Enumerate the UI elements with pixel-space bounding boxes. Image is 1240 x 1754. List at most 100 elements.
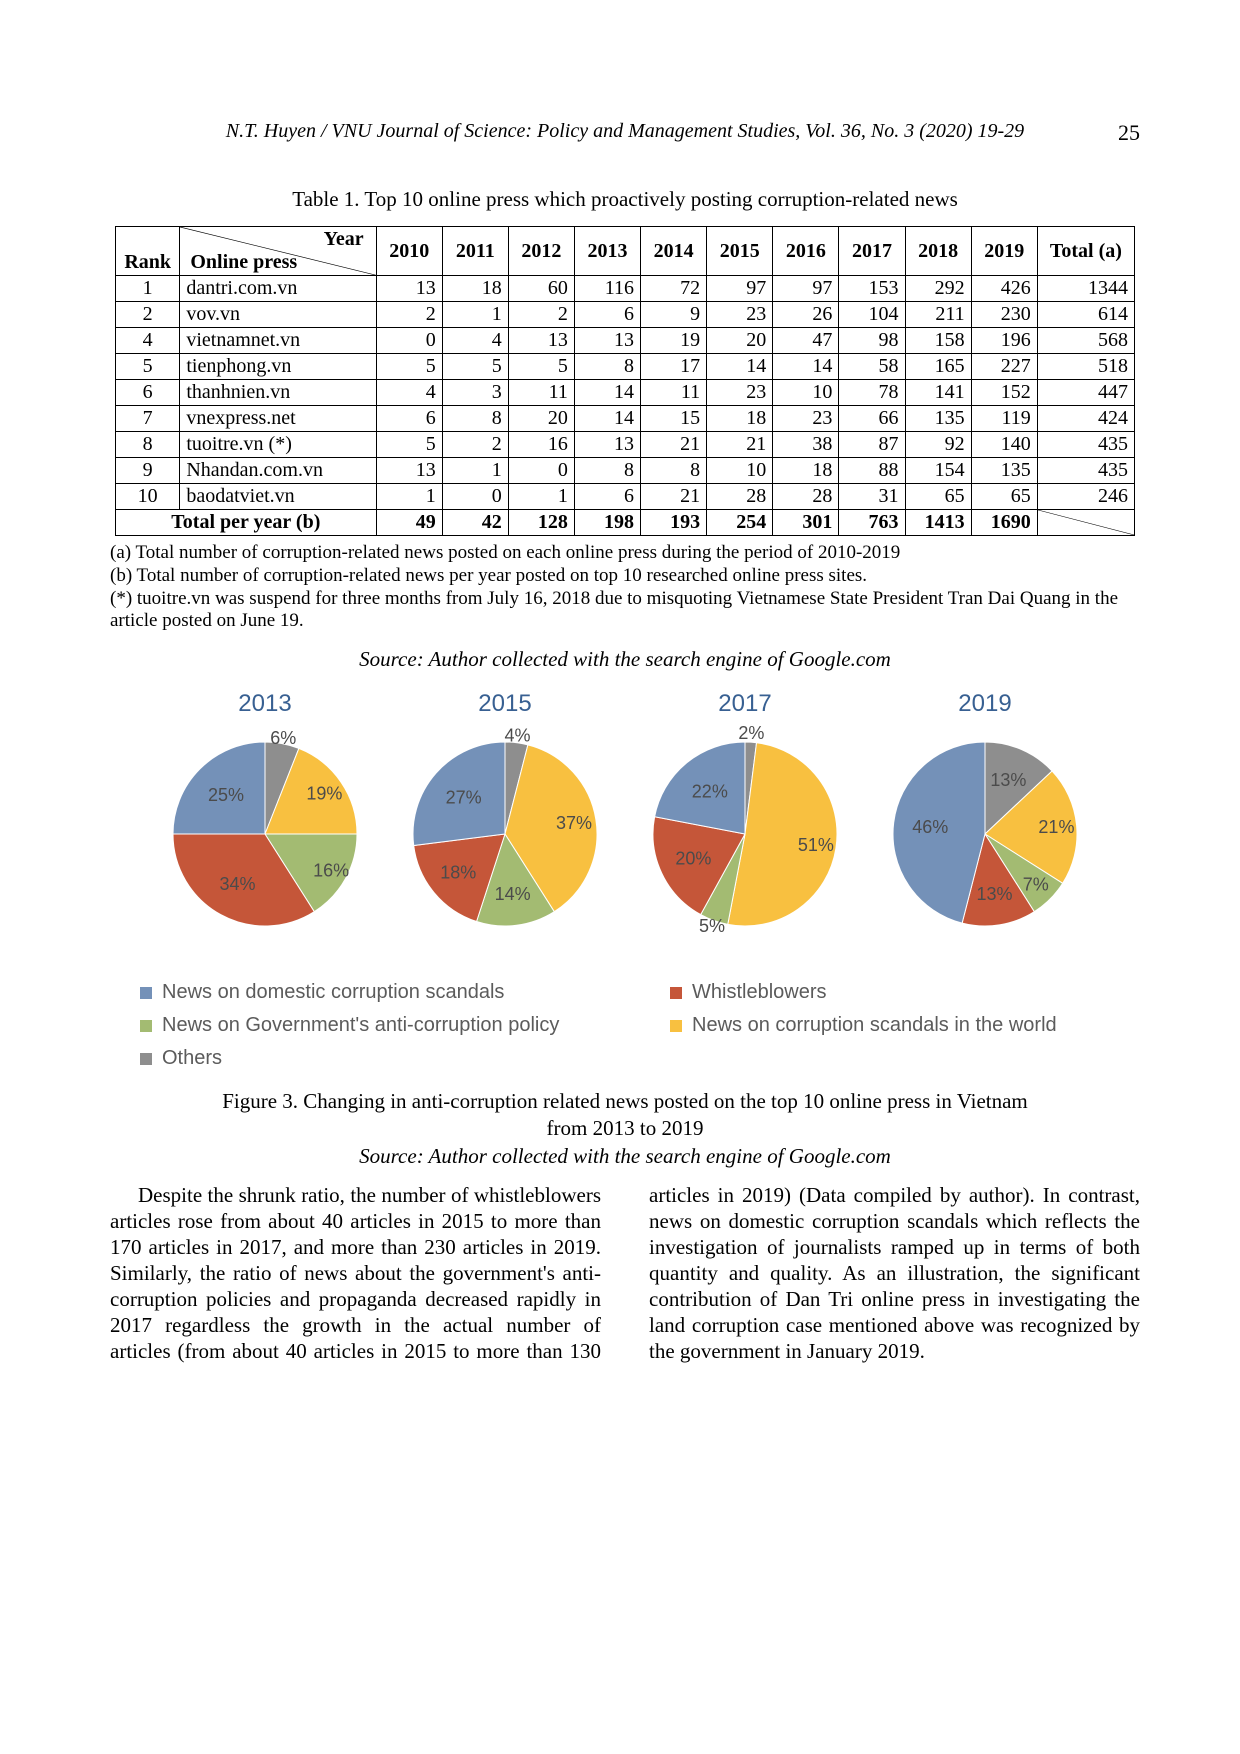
- col-2013: 2013: [574, 227, 640, 276]
- cell-value: 154: [905, 458, 971, 484]
- cell-value: 2: [442, 432, 508, 458]
- col-2016: 2016: [773, 227, 839, 276]
- pie-slice-label: 22%: [692, 782, 728, 802]
- col-2010: 2010: [376, 227, 442, 276]
- table-row: 5tienphong.vn555817141458165227518: [116, 354, 1135, 380]
- col-rank: Rank: [116, 227, 180, 276]
- cell-value: 13: [508, 328, 574, 354]
- legend-swatch: [140, 1053, 152, 1065]
- cell-value: 21: [641, 432, 707, 458]
- cell-year-total: 1413: [905, 510, 971, 536]
- col-2015: 2015: [707, 227, 773, 276]
- cell-value: 1: [376, 484, 442, 510]
- pie-title: 2015: [385, 690, 625, 718]
- footnote-a: (a) Total number of corruption-related n…: [110, 542, 1140, 565]
- col-2019: 2019: [971, 227, 1037, 276]
- cell-press-name: dantri.com.vn: [180, 276, 376, 302]
- pie-slice-label: 34%: [220, 874, 256, 894]
- cell-value: 3: [442, 380, 508, 406]
- figure-caption-line1: Figure 3. Changing in anti-corruption re…: [110, 1088, 1140, 1115]
- pie-slice-label: 46%: [912, 817, 948, 837]
- body-paragraph-1: Despite the shrunk ratio, the number of …: [110, 1182, 1140, 1364]
- cell-value: 8: [574, 354, 640, 380]
- cell-value: 13: [376, 276, 442, 302]
- legend-label: News on corruption scandals in the world: [692, 1014, 1057, 1037]
- legend-item: News on Government's anti-corruption pol…: [140, 1014, 610, 1037]
- table-caption: Table 1. Top 10 online press which proac…: [110, 187, 1140, 212]
- pie-slice-label: 14%: [495, 884, 531, 904]
- cell-press-name: vietnamnet.vn: [180, 328, 376, 354]
- cell-value: 14: [574, 406, 640, 432]
- legend-label: Whistleblowers: [692, 981, 826, 1004]
- cell-value: 92: [905, 432, 971, 458]
- cell-value: 196: [971, 328, 1037, 354]
- pie-slice-label: 13%: [990, 770, 1026, 790]
- cell-value: 88: [839, 458, 905, 484]
- cell-value: 104: [839, 302, 905, 328]
- cell-row-total: 1344: [1037, 276, 1134, 302]
- cell-value: 9: [641, 302, 707, 328]
- legend-swatch: [670, 1020, 682, 1032]
- figure-caption-source: Source: Author collected with the search…: [110, 1143, 1140, 1170]
- col-total-a: Total (a): [1037, 227, 1134, 276]
- cell-value: 1: [508, 484, 574, 510]
- cell-value: 0: [376, 328, 442, 354]
- cell-row-total: 447: [1037, 380, 1134, 406]
- cell-row-total: 435: [1037, 432, 1134, 458]
- cell-value: 31: [839, 484, 905, 510]
- figure-caption-line2: from 2013 to 2019: [110, 1115, 1140, 1142]
- cell-value: 15: [641, 406, 707, 432]
- legend-label: News on Government's anti-corruption pol…: [162, 1014, 559, 1037]
- cell-value: 1: [442, 458, 508, 484]
- cell-value: 153: [839, 276, 905, 302]
- cell-value: 14: [773, 354, 839, 380]
- cell-year-total: 128: [508, 510, 574, 536]
- cell-value: 21: [641, 484, 707, 510]
- pie-slice-label: 25%: [208, 785, 244, 805]
- table-row: 1dantri.com.vn13186011672979715329242613…: [116, 276, 1135, 302]
- cell-value: 87: [839, 432, 905, 458]
- cell-value: 18: [442, 276, 508, 302]
- pie-chart: 201913%21%7%13%46%: [865, 690, 1105, 957]
- legend-label: News on domestic corruption scandals: [162, 981, 504, 1004]
- cell-value: 227: [971, 354, 1037, 380]
- cell-value: 4: [376, 380, 442, 406]
- pie-slice-label: 6%: [270, 728, 296, 748]
- cell-value: 135: [905, 406, 971, 432]
- table-row: 8tuoitre.vn (*)5216132121388792140435: [116, 432, 1135, 458]
- cell-value: 20: [508, 406, 574, 432]
- col-year-press: Year Online press: [180, 227, 376, 276]
- pie-slice-label: 37%: [556, 813, 592, 833]
- figure-caption: Figure 3. Changing in anti-corruption re…: [110, 1088, 1140, 1170]
- table-footnotes: (a) Total number of corruption-related n…: [110, 542, 1140, 633]
- table-row: 2vov.vn212692326104211230614: [116, 302, 1135, 328]
- pie-charts-row: 20136%19%16%34%25%20154%37%14%18%27%2017…: [110, 690, 1140, 957]
- cell-row-total: 518: [1037, 354, 1134, 380]
- cell-value: 292: [905, 276, 971, 302]
- cell-year-total: 42: [442, 510, 508, 536]
- col-2014: 2014: [641, 227, 707, 276]
- pie-slice-label: 21%: [1038, 817, 1074, 837]
- cell-rank: 9: [116, 458, 180, 484]
- legend-label: Others: [162, 1047, 222, 1070]
- pie-title: 2013: [145, 690, 385, 718]
- cell-value: 13: [574, 328, 640, 354]
- cell-value: 21: [707, 432, 773, 458]
- cell-value: 8: [442, 406, 508, 432]
- cell-value: 6: [574, 484, 640, 510]
- page: N.T. Huyen / VNU Journal of Science: Pol…: [0, 0, 1240, 1484]
- footnote-star: (*) tuoitre.vn was suspend for three mon…: [110, 588, 1140, 634]
- cell-value: 5: [508, 354, 574, 380]
- cell-press-name: tienphong.vn: [180, 354, 376, 380]
- cell-year-total: 193: [641, 510, 707, 536]
- cell-value: 4: [442, 328, 508, 354]
- cell-value: 10: [707, 458, 773, 484]
- cell-press-name: vov.vn: [180, 302, 376, 328]
- cell-rank: 6: [116, 380, 180, 406]
- cell-value: 141: [905, 380, 971, 406]
- cell-value: 5: [442, 354, 508, 380]
- running-head: N.T. Huyen / VNU Journal of Science: Pol…: [110, 120, 1140, 143]
- table-header-row: Rank Year Online press 2010 2011 2012 20…: [116, 227, 1135, 276]
- cell-year-total: 49: [376, 510, 442, 536]
- cell-rank: 8: [116, 432, 180, 458]
